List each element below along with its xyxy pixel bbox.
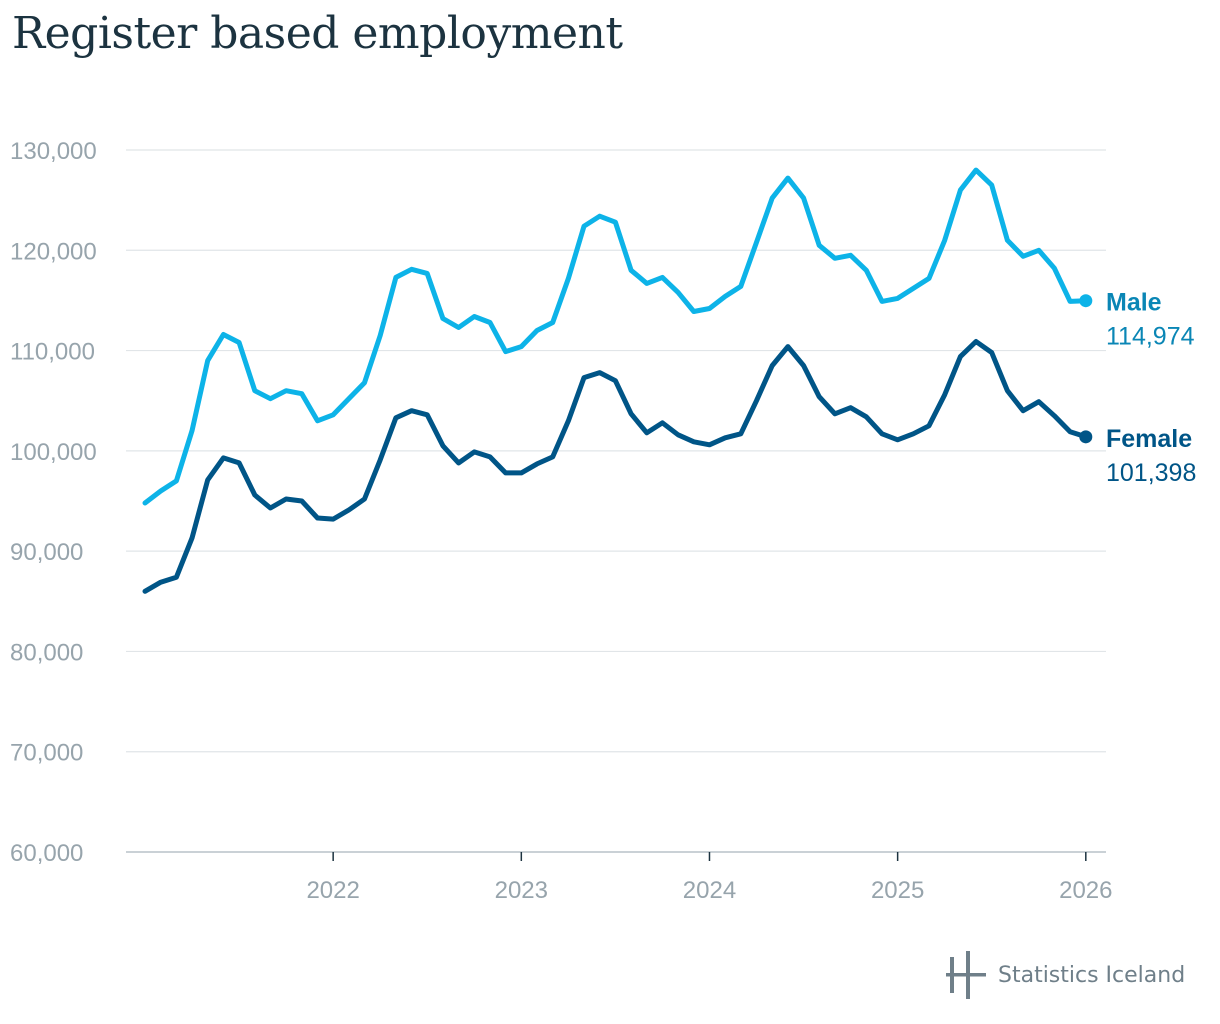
x-tick-label: 2024 bbox=[683, 877, 736, 904]
y-tick-label: 80,000 bbox=[10, 639, 83, 666]
series-value-male: 114,974 bbox=[1106, 323, 1195, 351]
chart-title: Register based employment bbox=[12, 8, 623, 59]
end-point-male bbox=[1079, 294, 1093, 308]
series-lines bbox=[142, 167, 1093, 594]
x-tick-label: 2022 bbox=[306, 877, 359, 904]
series-line-male bbox=[142, 167, 1089, 506]
brand-name: Statistics Iceland bbox=[998, 962, 1186, 988]
y-tick-label: 60,000 bbox=[10, 840, 83, 867]
x-tick-label: 2026 bbox=[1059, 877, 1112, 904]
end-point-female bbox=[1079, 430, 1093, 444]
y-tick-label: 110,000 bbox=[10, 339, 95, 366]
series-value-female: 101,398 bbox=[1106, 459, 1196, 487]
y-tick-label: 120,000 bbox=[10, 238, 97, 265]
gridlines bbox=[126, 149, 1106, 853]
y-axis: 60,000 70,000 80,000 90,000 100,000 110,000 12… bbox=[10, 138, 97, 867]
statistics-iceland-logo[interactable]: Statistics Iceland bbox=[946, 950, 1206, 1000]
x-tick-label: 2025 bbox=[871, 877, 924, 904]
statistics-iceland-icon bbox=[946, 951, 986, 999]
x-tick-label: 2023 bbox=[495, 877, 548, 904]
y-tick-label: 100,000 bbox=[10, 439, 97, 466]
y-tick-label: 70,000 bbox=[10, 740, 83, 767]
line-chart: 60,000 70,000 80,000 90,000 100,000 110,000 12… bbox=[10, 138, 1196, 904]
series-labels: Male 114,974 Female 101,398 bbox=[1106, 289, 1196, 487]
series-label-male: Male bbox=[1106, 289, 1162, 317]
y-tick-label: 90,000 bbox=[10, 539, 83, 566]
x-axis: 2022 2023 2024 2025 2026 bbox=[306, 852, 1112, 904]
series-line-female bbox=[142, 339, 1089, 594]
series-label-female: Female bbox=[1106, 425, 1192, 453]
y-tick-label: 130,000 bbox=[10, 138, 97, 165]
